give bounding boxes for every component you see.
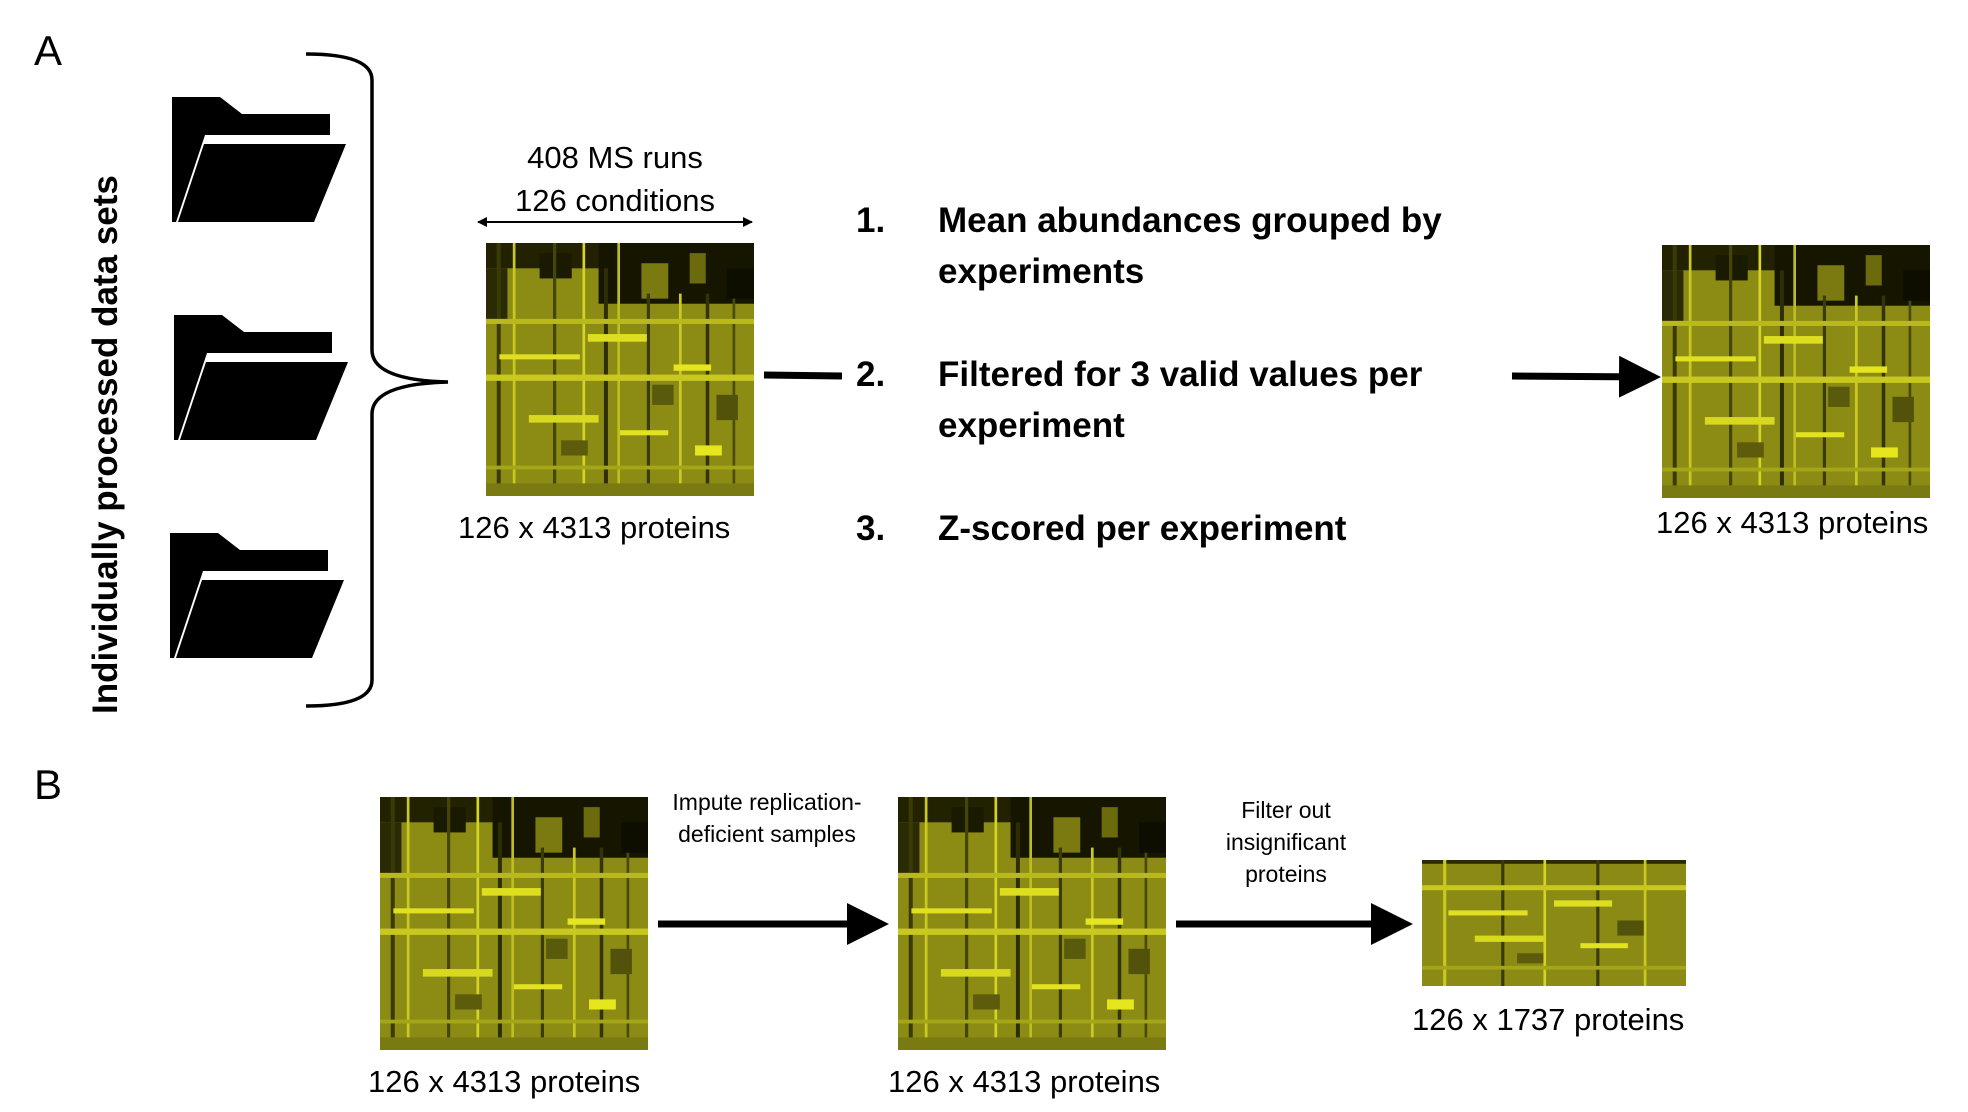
filter-step-label: Filter out insignificant proteins xyxy=(1225,797,1347,888)
step-1-text: Mean abundances grouped by experiments xyxy=(938,201,1442,291)
conditions-label: 126 conditions xyxy=(515,183,715,218)
heatmap-b3 xyxy=(1422,860,1686,986)
connector-line xyxy=(763,371,843,380)
data-sets-label: Individually processed data sets xyxy=(86,175,125,714)
matrix-b3-label: 126 x 1737 proteins xyxy=(1412,1002,1685,1037)
step-1-number: 1. xyxy=(856,201,886,240)
matrix-b1-label: 126 x 4313 proteins xyxy=(368,1064,641,1099)
folder-icon xyxy=(174,315,348,440)
step-3-number: 3. xyxy=(856,509,886,548)
matrix-b2-label: 126 x 4313 proteins xyxy=(888,1064,1161,1099)
heatmap-b2 xyxy=(898,797,1166,1050)
heatmap-b1 xyxy=(380,797,648,1050)
step-2-text: Filtered for 3 valid values per experime… xyxy=(938,355,1423,445)
input-heatmap xyxy=(486,243,754,496)
folder-icon xyxy=(170,533,344,658)
impute-step-label: Impute replication-deficient samples xyxy=(672,789,862,848)
output-heatmap xyxy=(1662,245,1930,498)
step-1: 1. Mean abundances grouped by experiment… xyxy=(856,196,1476,306)
folder-icon xyxy=(172,97,346,222)
input-matrix-label: 126 x 4313 proteins xyxy=(458,510,731,545)
step-3: 3. Z-scored per experiment xyxy=(856,504,1476,564)
step-2: 2. Filtered for 3 valid values per exper… xyxy=(856,350,1476,460)
runs-label: 408 MS runs xyxy=(527,140,703,175)
panel-a-letter: A xyxy=(34,27,63,74)
output-matrix-label: 126 x 4313 proteins xyxy=(1656,505,1929,540)
panel-b-letter: B xyxy=(34,761,63,808)
grouping-brace xyxy=(305,52,449,708)
step-3-text: Z-scored per experiment xyxy=(938,509,1347,548)
output-arrow xyxy=(1511,355,1661,398)
step-2-number: 2. xyxy=(856,355,886,394)
